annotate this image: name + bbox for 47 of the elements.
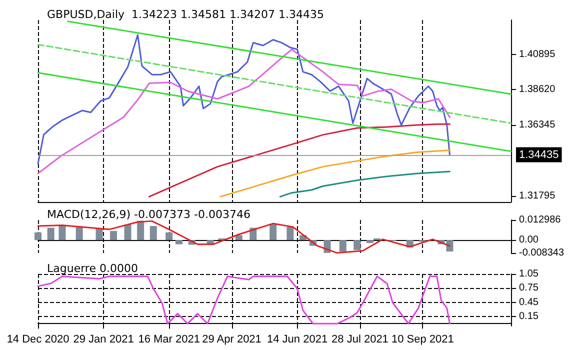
ref-line-label: 1.34435: [519, 148, 559, 161]
x-tick-label: 14 Jun 2021: [267, 334, 328, 346]
y-tick-label: 0.15: [519, 311, 539, 322]
y-tick-label: 1.36345: [519, 120, 556, 131]
bar: [270, 224, 277, 240]
y-tick-label: 1.31795: [519, 190, 556, 202]
y-tick-label: 0.00: [519, 234, 539, 246]
bar: [339, 240, 346, 252]
x-tick-label: 28 Jul 2021: [332, 334, 388, 346]
y-tick-label: 0.45: [519, 296, 539, 308]
bar: [124, 224, 132, 240]
bar: [150, 226, 157, 240]
bar: [176, 240, 183, 244]
line-series: [279, 170, 450, 198]
bar: [96, 228, 103, 240]
bar: [137, 220, 144, 240]
y-tick-label: 1.05: [519, 268, 539, 280]
bar: [354, 240, 361, 250]
line-series: [220, 149, 450, 198]
bar: [110, 230, 118, 240]
x-tick-label: 10 Sep 2021: [391, 334, 454, 346]
bar: [286, 226, 294, 240]
bar: [235, 235, 242, 240]
x-tick-label: 29 Apr 2021: [202, 334, 262, 346]
line-series: [37, 34, 450, 164]
y-tick-label: 0.012986: [519, 214, 562, 226]
bar: [58, 226, 66, 240]
bar: [34, 232, 42, 240]
y-tick-label: 0.75: [519, 282, 539, 294]
y-tick-label: 1.38620: [519, 84, 556, 96]
x-tick-label: 14 Dec 2020: [6, 334, 70, 346]
x-tick-label: 29 Jan 2021: [73, 334, 134, 346]
line-series: [37, 276, 450, 324]
y-tick-label: -0.008343: [519, 248, 564, 258]
bar: [47, 228, 54, 240]
chart-title: Laguerre 0.0000: [47, 262, 138, 275]
x-tick-label: 16 Mar 2021: [138, 334, 200, 346]
y-tick-label: 1.40895: [519, 48, 556, 60]
bar: [366, 240, 374, 244]
bar: [206, 240, 214, 244]
bar: [166, 232, 173, 240]
line-series: [148, 123, 450, 198]
chart-title: MACD(12,26,9) -0.007373 -0.003746: [47, 208, 250, 221]
line-series: [37, 220, 450, 254]
bar: [76, 226, 83, 240]
chart-title: GBPUSD,Daily 1.34223 1.34581 1.34207 1.34435: [47, 8, 324, 21]
line-series: [37, 48, 450, 174]
